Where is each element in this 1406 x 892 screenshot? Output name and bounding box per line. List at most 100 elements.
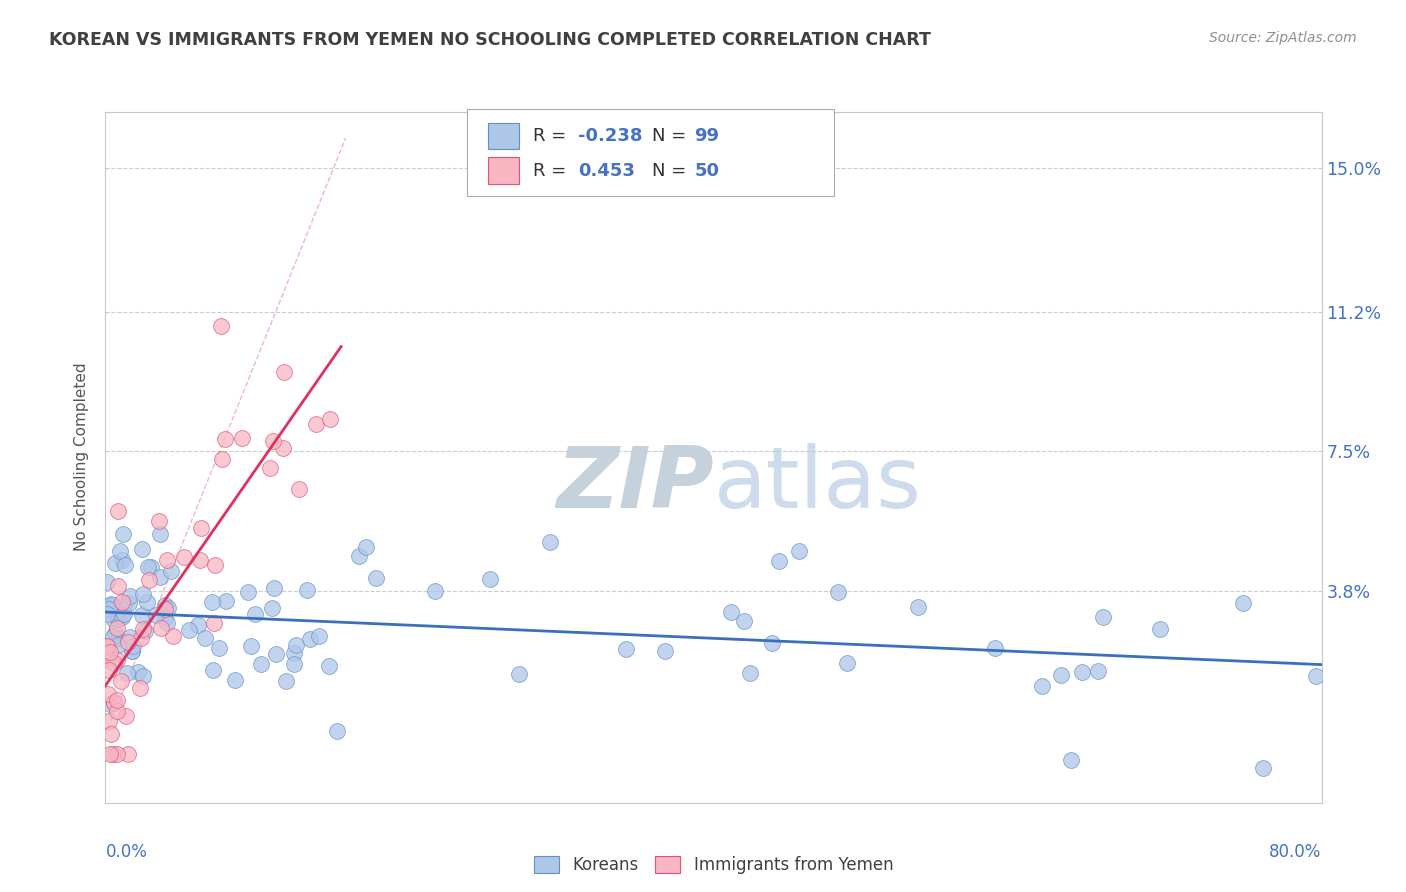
Text: KOREAN VS IMMIGRANTS FROM YEMEN NO SCHOOLING COMPLETED CORRELATION CHART: KOREAN VS IMMIGRANTS FROM YEMEN NO SCHOO… (49, 31, 931, 49)
Point (131, 631, 153, 645)
Point (98, 599, 121, 613)
Point (103, 631, 125, 645)
Text: Source: ZipAtlas.com: Source: ZipAtlas.com (1209, 31, 1357, 45)
Point (827, 584, 849, 599)
Point (654, 643, 676, 657)
Point (768, 554, 790, 568)
Point (107, 631, 129, 645)
Point (112, 526, 135, 541)
Point (262, 434, 284, 448)
Point (103, 626, 125, 640)
Point (100, 697, 122, 711)
Point (121, 644, 143, 658)
Point (287, 482, 309, 496)
Point (204, 558, 226, 572)
Point (153, 601, 176, 615)
Point (149, 526, 172, 541)
Point (211, 452, 233, 467)
Point (107, 612, 129, 626)
Point (231, 432, 253, 446)
Point (208, 641, 231, 656)
Point (100, 598, 122, 612)
Point (153, 611, 176, 625)
Point (1087, 665, 1109, 679)
Point (984, 640, 1007, 655)
Point (201, 663, 224, 677)
Point (1305, 669, 1327, 683)
Text: N =: N = (652, 161, 692, 179)
Point (162, 629, 184, 643)
Point (614, 641, 637, 656)
Text: -0.238: -0.238 (578, 128, 643, 145)
Point (425, 583, 447, 598)
Text: atlas: atlas (713, 443, 921, 526)
Point (115, 708, 138, 723)
Point (273, 366, 295, 380)
Point (160, 565, 183, 579)
Point (150, 621, 173, 635)
Point (96, 652, 118, 666)
Point (318, 658, 340, 673)
Point (214, 432, 236, 446)
Point (145, 608, 167, 623)
Point (1059, 753, 1081, 767)
Point (1232, 596, 1254, 610)
Point (131, 669, 153, 683)
Point (263, 582, 285, 596)
Point (479, 573, 502, 587)
Point (153, 599, 176, 613)
Text: N =: N = (652, 128, 692, 145)
Point (105, 693, 128, 707)
Point (156, 601, 179, 615)
Point (156, 616, 179, 631)
Point (187, 618, 209, 632)
Point (326, 724, 349, 739)
Point (111, 595, 134, 609)
Point (107, 504, 129, 518)
Point (148, 514, 170, 528)
Point (96, 574, 118, 589)
Point (103, 695, 125, 709)
Point (112, 607, 135, 622)
Text: 80.0%: 80.0% (1270, 843, 1322, 861)
Point (117, 634, 139, 648)
Point (1092, 610, 1115, 624)
Point (138, 573, 160, 587)
Point (262, 601, 284, 615)
Point (240, 639, 263, 653)
Point (538, 535, 561, 549)
Point (105, 704, 128, 718)
Point (274, 674, 297, 689)
Point (97, 687, 120, 701)
Point (139, 560, 162, 574)
Point (107, 579, 129, 593)
Point (190, 521, 212, 535)
Point (132, 587, 155, 601)
Point (131, 622, 153, 636)
Point (283, 657, 305, 671)
Point (108, 544, 131, 558)
Point (299, 632, 322, 647)
Point (366, 571, 388, 585)
Point (118, 596, 141, 610)
Point (283, 646, 305, 660)
Point (103, 656, 125, 670)
Point (111, 610, 134, 624)
Point (98, 747, 121, 761)
Point (308, 629, 330, 643)
Text: R =: R = (533, 161, 572, 179)
Point (201, 594, 224, 608)
Point (284, 638, 307, 652)
Point (194, 631, 217, 645)
Point (761, 636, 783, 650)
Point (105, 653, 128, 667)
Point (188, 553, 211, 567)
Point (110, 674, 132, 689)
Point (173, 549, 195, 564)
Point (118, 630, 141, 644)
Text: R =: R = (533, 128, 572, 145)
Point (740, 666, 762, 681)
Text: 50: 50 (695, 161, 720, 179)
Point (96, 607, 118, 621)
Text: ZIP: ZIP (555, 443, 713, 526)
